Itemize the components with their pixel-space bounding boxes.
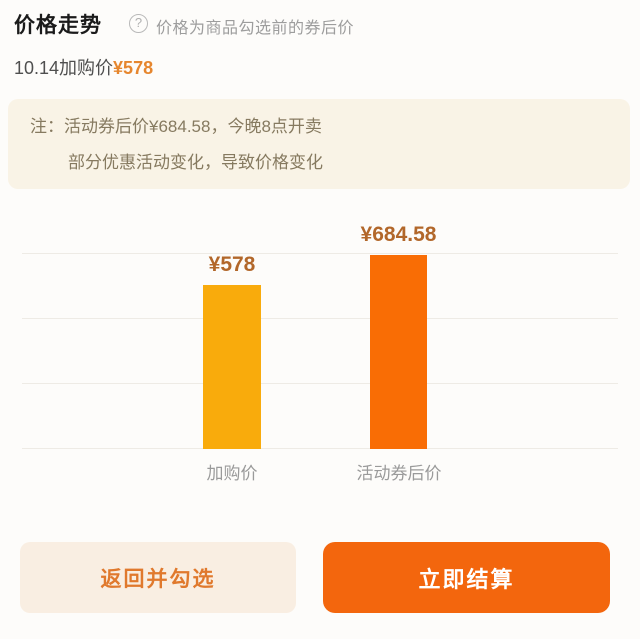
note-prefix: 注： (30, 117, 64, 136)
gridline (22, 318, 618, 319)
note-line-1: 注：活动券后价¥684.58，今晚8点开卖 (30, 109, 630, 145)
note-box: 注：活动券后价¥684.58，今晚8点开卖 部分优惠活动变化，导致价格变化 (8, 99, 630, 189)
cart-price-line: 10.14加购价¥578 (14, 54, 153, 80)
price-bar-chart (0, 200, 640, 510)
gridline (22, 448, 618, 449)
bar-group-cart-price: ¥578 (203, 253, 261, 449)
gridline (22, 253, 618, 254)
bar-group-coupon-price: ¥684.58 (361, 223, 436, 449)
note-line-1-text: 活动券后价¥684.58，今晚8点开卖 (64, 117, 322, 136)
cart-price-label: 10.14加购价 (14, 58, 114, 78)
page-title: 价格走势 (14, 14, 102, 37)
axis-label-coupon-price: 活动券后价 (356, 464, 442, 483)
gridline (22, 383, 618, 384)
help-text: 价格为商品勾选前的券后价 (156, 20, 355, 37)
cart-price-value: ¥578 (113, 58, 154, 78)
bar-cart-price (203, 285, 261, 449)
note-line-2: 部分优惠活动变化，导致价格变化 (68, 153, 323, 172)
bar-value-coupon-price: ¥684.58 (360, 223, 437, 246)
help-question-icon[interactable]: ? (129, 14, 148, 33)
bar-coupon-price (370, 255, 427, 449)
checkout-now-button[interactable]: 立即结算 (323, 542, 610, 613)
axis-label-cart-price: 加购价 (206, 464, 258, 483)
back-and-select-button[interactable]: 返回并勾选 (20, 542, 296, 613)
bar-value-cart-price: ¥578 (208, 253, 256, 276)
